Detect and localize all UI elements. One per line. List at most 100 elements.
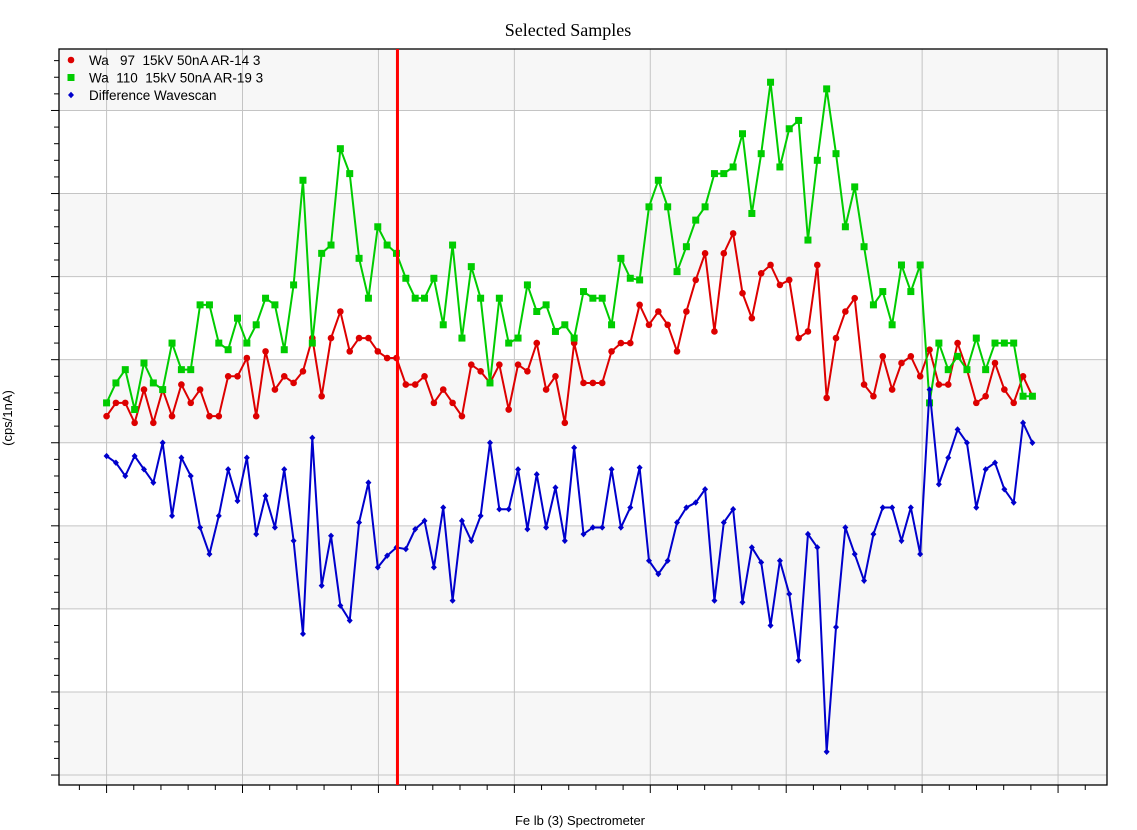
data-point-square: [785, 125, 793, 133]
series-layer: [103, 78, 1036, 755]
data-point-diamond: [973, 504, 980, 511]
data-point-circle: [916, 372, 924, 380]
data-point-diamond: [814, 544, 821, 551]
data-point-circle: [234, 372, 241, 380]
y-axis-label: (cps/1nA): [0, 390, 15, 446]
data-point-circle: [224, 372, 232, 380]
data-point-diamond: [533, 471, 540, 478]
data-point-diamond: [748, 544, 755, 551]
data-point-circle: [271, 386, 279, 393]
data-point-diamond: [458, 517, 465, 525]
data-point-diamond: [861, 577, 868, 584]
data-point-diamond: [477, 512, 484, 520]
data-point-circle: [776, 281, 784, 289]
series-square: [103, 78, 1036, 414]
data-point-diamond: [281, 466, 288, 473]
data-point-diamond: [346, 617, 353, 624]
data-point-square: [879, 288, 887, 296]
data-point-diamond: [1010, 499, 1017, 506]
data-point-square: [421, 294, 429, 302]
data-point-diamond: [505, 506, 512, 513]
data-point-diamond: [571, 444, 578, 451]
data-point-circle: [729, 230, 737, 237]
data-point-square: [168, 339, 176, 347]
series-line: [105, 230, 1034, 427]
data-point-circle: [748, 314, 756, 322]
grid-band: [59, 525, 1107, 609]
data-point-diamond: [440, 504, 447, 511]
data-point-diamond: [879, 504, 886, 511]
data-point-square: [561, 321, 569, 329]
data-point-circle: [496, 361, 503, 368]
data-point-diamond: [833, 623, 840, 631]
x-axis-label: Fe lb (3) Spectrometer: [515, 813, 646, 828]
data-point-diamond: [356, 519, 363, 526]
data-point-diamond: [122, 472, 129, 480]
data-point-square: [308, 339, 316, 347]
data-point-diamond: [655, 570, 662, 578]
data-point-square: [149, 379, 157, 387]
data-point-diamond: [1020, 419, 1027, 427]
data-point-diamond: [599, 524, 606, 531]
data-point-diamond: [103, 452, 110, 460]
data-point-circle: [767, 261, 774, 269]
data-point-square: [374, 223, 382, 231]
data-point-square: [243, 339, 251, 347]
data-point-square: [636, 276, 644, 284]
data-point-square: [542, 301, 550, 309]
data-point-circle: [879, 353, 887, 360]
data-point-circle: [299, 368, 307, 375]
data-point-diamond: [234, 497, 241, 505]
data-point-diamond: [430, 564, 437, 571]
data-point-circle: [346, 348, 354, 355]
data-point-square: [916, 261, 924, 269]
data-point-square: [664, 203, 672, 211]
data-point-diamond: [683, 504, 690, 511]
data-point-circle: [851, 294, 859, 302]
data-point-square: [748, 209, 756, 217]
data-point-circle: [561, 419, 569, 427]
data-point-diamond: [786, 590, 793, 598]
data-point-square: [991, 339, 999, 347]
data-point-diamond: [674, 519, 681, 526]
data-point-square: [795, 116, 803, 124]
data-point-diamond: [758, 559, 765, 566]
data-point-circle: [178, 381, 185, 388]
data-point-diamond: [384, 552, 391, 559]
data-point-diamond: [262, 492, 269, 500]
data-point-square: [533, 308, 541, 316]
data-point-circle: [842, 308, 849, 315]
data-point-square: [551, 327, 559, 335]
data-point-circle: [608, 348, 615, 355]
data-point-square: [477, 294, 485, 302]
data-point-circle: [215, 412, 223, 420]
data-point-circle: [112, 399, 120, 407]
data-point-diamond: [309, 434, 316, 441]
data-point-diamond: [299, 630, 306, 638]
legend-item: Wa 110 15kV 50nA AR-19 3: [67, 71, 263, 86]
series-circle: [103, 230, 1036, 427]
data-point-diamond: [608, 466, 615, 473]
data-point-diamond: [730, 506, 737, 513]
data-point-circle: [898, 359, 905, 367]
data-point-circle: [150, 419, 157, 427]
data-point-square: [972, 334, 980, 342]
data-point-square: [654, 176, 662, 184]
data-point-square: [140, 359, 148, 367]
data-point-circle: [683, 308, 690, 315]
data-point-square: [346, 170, 354, 178]
data-point-diamond: [627, 504, 634, 511]
data-point-square: [907, 288, 915, 296]
data-point-circle: [617, 339, 625, 347]
data-point-circle: [243, 354, 251, 362]
data-point-circle: [337, 308, 344, 315]
data-point-diamond: [954, 426, 961, 433]
legend-label: Wa 97 15kV 50nA AR-14 3: [89, 53, 260, 68]
data-point-diamond: [767, 622, 774, 629]
data-point-square: [364, 294, 372, 302]
data-point-diamond: [702, 486, 709, 493]
data-point-square: [757, 150, 765, 158]
data-point-circle: [421, 372, 428, 380]
data-point-square: [327, 241, 335, 249]
data-point-diamond: [692, 499, 699, 506]
